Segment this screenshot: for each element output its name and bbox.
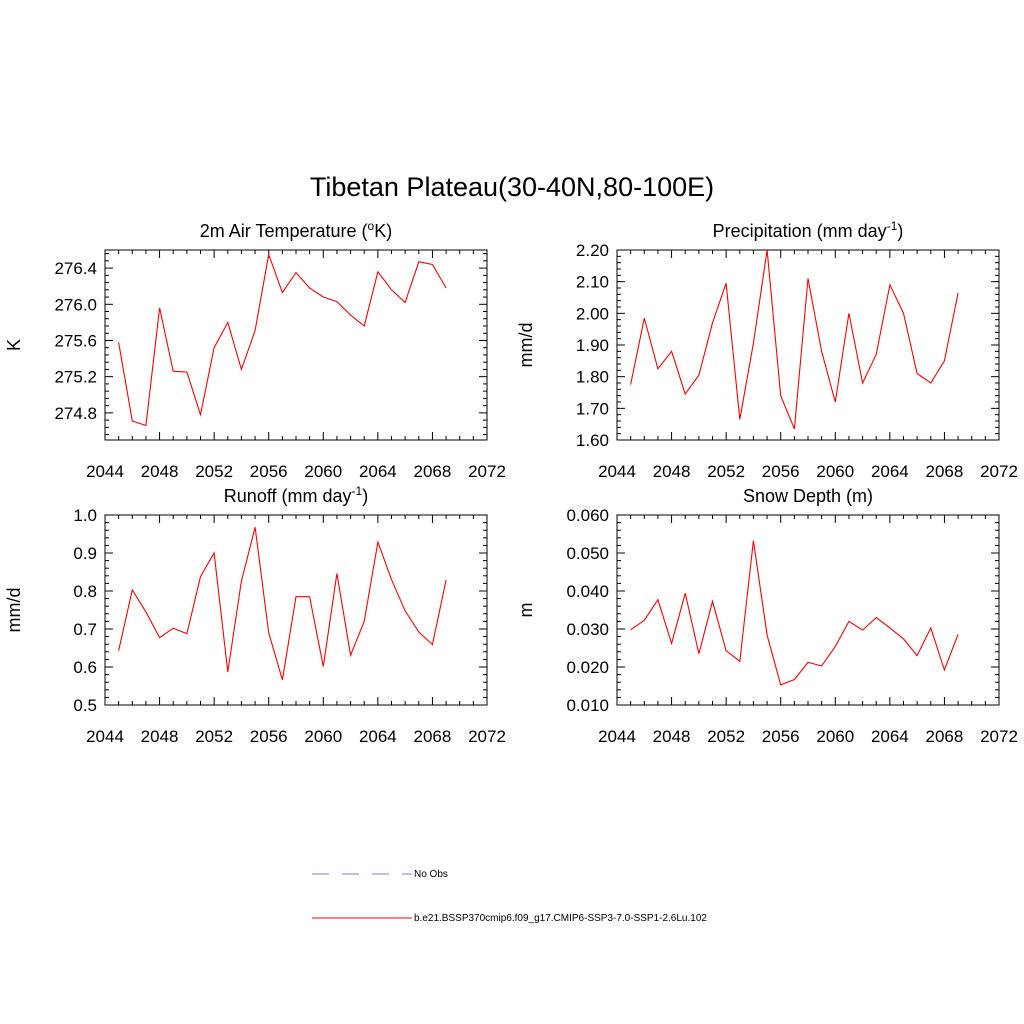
y-tick-label: 275.6 — [54, 331, 97, 350]
panel-title-tail: K) — [374, 221, 392, 241]
panel-title-superscript: -1 — [887, 219, 898, 233]
x-tick-label: 2064 — [871, 462, 909, 481]
x-tick-label: 2064 — [359, 727, 397, 746]
plot-frame — [616, 514, 1000, 706]
panel-title-main: 2m Air Temperature ( — [200, 221, 368, 241]
panel-title-tail: ) — [897, 221, 903, 241]
y-tick-label: 1.60 — [576, 431, 609, 450]
panel-title: 2m Air Temperature (oK) — [200, 219, 392, 241]
panel-title-main: Snow Depth (m) — [743, 486, 873, 506]
y-tick-label: 276.4 — [54, 259, 97, 278]
x-tick-label: 2072 — [980, 727, 1018, 746]
panel-title: Precipitation (mm day-1) — [713, 219, 904, 241]
x-tick-label: 2068 — [414, 727, 452, 746]
panel-4: 2044 2048 2052 2056 2060 2064 2068 2072 0.010 0.0… — [516, 486, 1018, 746]
y-tick-label: 0.7 — [73, 620, 97, 639]
y-tick-label: 0.060 — [566, 506, 609, 525]
y-tick-label: 2.20 — [576, 241, 609, 260]
legend: No Obs b.e21.BSSP370cmip6.f09_g17.CMIP6-… — [312, 869, 707, 924]
y-tick-label: 0.9 — [73, 544, 97, 563]
plot-frame — [104, 249, 488, 441]
y-axis-label: K — [4, 339, 24, 351]
x-tick-label: 2048 — [653, 727, 691, 746]
y-tick-label: 274.8 — [54, 404, 97, 423]
y-tick-label: 0.020 — [566, 658, 609, 677]
x-tick-label: 2072 — [468, 727, 506, 746]
x-tick-label: 2060 — [816, 462, 854, 481]
y-tick-label: 2.10 — [576, 273, 609, 292]
panel-title-main: Runoff (mm day — [224, 486, 352, 506]
series-line — [630, 540, 959, 686]
panel-3: 2044 2048 2052 2056 2060 2064 2068 2072 0.5 0.6 0.… — [4, 484, 506, 746]
y-tick-label: 275.2 — [54, 368, 97, 387]
y-tick-label: 1.70 — [576, 399, 609, 418]
x-tick-label: 2052 — [195, 462, 233, 481]
y-tick-label: 276.0 — [54, 295, 97, 314]
x-tick-label: 2048 — [141, 462, 179, 481]
y-tick-label: 0.6 — [73, 658, 97, 677]
x-tick-label: 2060 — [304, 462, 342, 481]
x-tick-label: 2048 — [141, 727, 179, 746]
y-tick-label: 0.030 — [566, 620, 609, 639]
series-line — [118, 527, 447, 681]
panel-title: Snow Depth (m) — [743, 486, 873, 506]
y-tick-label: 0.050 — [566, 544, 609, 563]
x-tick-label: 2072 — [468, 462, 506, 481]
x-tick-label: 2072 — [980, 462, 1018, 481]
x-tick-label: 2056 — [250, 727, 288, 746]
y-tick-label: 1.0 — [73, 506, 97, 525]
x-tick-label: 2064 — [871, 727, 909, 746]
x-tick-label: 2048 — [653, 462, 691, 481]
series-line — [630, 249, 959, 430]
panel-title-superscript: -1 — [352, 484, 363, 498]
plot-frame — [104, 514, 488, 706]
x-tick-label: 2044 — [86, 462, 124, 481]
legend-model-label: b.e21.BSSP370cmip6.f09_g17.CMIP6-SSP3-7.… — [414, 913, 707, 924]
panel-title-main: Precipitation (mm day — [713, 221, 887, 241]
y-tick-label: 0.8 — [73, 582, 97, 601]
series-line — [118, 252, 447, 427]
panels: 2044 2048 2052 2056 2060 2064 2068 2072 274.8 275… — [4, 219, 1018, 746]
x-tick-label: 2052 — [707, 462, 745, 481]
legend-no-obs-label: No Obs — [414, 869, 448, 880]
x-tick-label: 2060 — [816, 727, 854, 746]
panel-title-superscript: o — [368, 219, 375, 233]
x-tick-label: 2044 — [598, 727, 636, 746]
x-tick-label: 2052 — [707, 727, 745, 746]
x-tick-label: 2056 — [250, 462, 288, 481]
y-axis-label: mm/d — [4, 588, 24, 633]
y-tick-label: 2.00 — [576, 304, 609, 323]
x-tick-label: 2056 — [762, 462, 800, 481]
figure-title: Tibetan Plateau(30-40N,80-100E) — [310, 172, 714, 202]
y-axis-label: m — [516, 603, 536, 618]
x-tick-label: 2044 — [86, 727, 124, 746]
x-tick-label: 2064 — [359, 462, 397, 481]
x-tick-label: 2052 — [195, 727, 233, 746]
panel-title-tail: ) — [362, 486, 368, 506]
x-tick-label: 2044 — [598, 462, 636, 481]
x-tick-label: 2060 — [304, 727, 342, 746]
x-tick-label: 2068 — [926, 727, 964, 746]
y-tick-label: 1.80 — [576, 368, 609, 387]
y-tick-label: 0.5 — [73, 696, 97, 715]
y-tick-label: 0.010 — [566, 696, 609, 715]
x-tick-label: 2068 — [414, 462, 452, 481]
y-tick-label: 0.040 — [566, 582, 609, 601]
x-tick-label: 2056 — [762, 727, 800, 746]
panel-1: 2044 2048 2052 2056 2060 2064 2068 2072 274.8 275… — [4, 219, 506, 481]
x-tick-label: 2068 — [926, 462, 964, 481]
panel-2: 2044 2048 2052 2056 2060 2064 2068 2072 1.60 1.70… — [516, 219, 1018, 481]
y-axis-label: mm/d — [516, 323, 536, 368]
y-tick-label: 1.90 — [576, 336, 609, 355]
panel-title: Runoff (mm day-1) — [224, 484, 368, 506]
